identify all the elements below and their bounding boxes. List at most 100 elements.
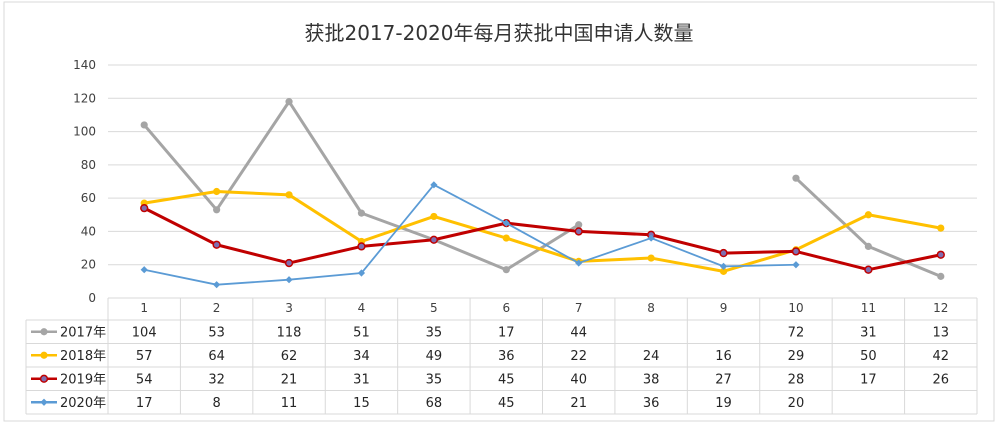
data-point: [502, 266, 510, 274]
table-cell-value: 15: [353, 396, 370, 411]
y-tick-label: 140: [73, 58, 96, 72]
table-cell-value: 21: [281, 372, 298, 387]
table-cell-value: 54: [136, 372, 153, 387]
table-cell-value: 118: [277, 325, 302, 340]
x-tick-label: 3: [285, 301, 293, 315]
y-tick-label: 20: [81, 258, 96, 272]
data-point: [575, 259, 583, 267]
data-point: [212, 240, 221, 249]
data-point: [285, 98, 293, 106]
chart-title: 获批2017-2020年每月获批中国申请人数量: [304, 21, 693, 45]
table-cell-value: 24: [643, 349, 660, 364]
table-cell-value: 32: [208, 372, 225, 387]
data-point: [357, 269, 366, 277]
data-point: [140, 203, 149, 213]
data-point: [430, 212, 438, 221]
data-point: [864, 211, 872, 219]
table-cell-value: 29: [788, 349, 805, 364]
data-point: [140, 266, 148, 274]
table-cell-value: 22: [570, 349, 587, 364]
x-tick-label: 8: [647, 301, 655, 315]
table-cell-value: 64: [208, 349, 225, 364]
data-point: [864, 242, 872, 251]
table-cell-value: 104: [132, 325, 157, 340]
table-cell-value: 50: [860, 349, 877, 364]
table-cell-value: 27: [715, 372, 732, 387]
legend-label: 2019年: [60, 372, 106, 387]
table-cell-value: 11: [281, 396, 298, 411]
x-tick-label: 7: [575, 301, 583, 315]
data-point: [502, 234, 510, 242]
table-cell-value: 72: [788, 325, 805, 340]
table-cell-value: 44: [570, 325, 587, 340]
series-line: [142, 189, 943, 273]
data-point: [937, 224, 945, 232]
data-point: [647, 234, 655, 242]
table-cell-value: 17: [860, 372, 877, 387]
y-axis-ticks: 0 20 40 60 80 100 120 140: [73, 58, 96, 305]
y-tick-label: 120: [73, 91, 96, 105]
table-cell-value: 21: [570, 396, 587, 411]
chart-frame: [3, 1, 995, 422]
table-cell-value: 34: [353, 349, 370, 364]
table-cell-value: 68: [426, 396, 443, 411]
y-tick-label: 0: [88, 291, 96, 305]
x-tick-label: 12: [933, 301, 948, 315]
legend-label: 2018年: [60, 349, 106, 364]
table-cell-value: 45: [498, 372, 515, 387]
table-cell-value: 40: [570, 372, 587, 387]
data-point: [719, 248, 728, 258]
data-point: [284, 258, 294, 268]
x-tick-label: 4: [358, 301, 366, 315]
data-point: [792, 261, 800, 269]
legend-key-marker: [40, 398, 48, 406]
data-point: [285, 191, 293, 199]
table-cell-value: 35: [426, 372, 443, 387]
series-layer: [140, 98, 945, 289]
x-tick-label: 6: [502, 301, 510, 315]
data-point: [647, 254, 655, 262]
table-cell-value: 38: [643, 372, 660, 387]
legend-key-marker: [40, 351, 48, 359]
data-point: [357, 209, 366, 217]
table-cell-value: 36: [643, 396, 660, 411]
data-point: [430, 181, 438, 189]
table-cell-value: 26: [933, 372, 950, 387]
data-point: [936, 250, 945, 259]
table-cell-value: 20: [788, 396, 805, 411]
table-cell-value: 8: [212, 396, 220, 411]
series-group: [140, 98, 945, 280]
table-cell-value: 13: [933, 325, 950, 340]
table-cell-value: 45: [498, 396, 515, 411]
table-cell-value: 62: [281, 349, 298, 364]
legend-key-marker: [39, 374, 49, 383]
data-point: [791, 247, 801, 256]
data-point: [502, 219, 510, 227]
legend-label: 2020年: [60, 396, 106, 411]
table-cell-value: 19: [715, 396, 732, 411]
x-tick-label: 2: [213, 301, 221, 315]
data-point: [864, 265, 873, 274]
data-point: [285, 276, 293, 284]
table-cell-value: 31: [353, 372, 370, 387]
x-tick-label: 11: [861, 301, 876, 315]
table-cell-value: 51: [353, 325, 370, 340]
data-point: [574, 227, 583, 236]
data-point: [357, 242, 366, 251]
table-cell-value: 53: [208, 325, 225, 340]
legend-label: 2017年: [60, 325, 106, 340]
x-tick-label: 10: [788, 301, 803, 315]
data-point: [213, 187, 221, 196]
data-point: [792, 174, 800, 182]
legend-key-marker: [40, 328, 48, 336]
table-cell-value: 35: [426, 325, 443, 340]
table-cell-value: 28: [788, 372, 805, 387]
x-tick-label: 5: [430, 301, 438, 315]
table-cell-value: 31: [860, 325, 877, 340]
data-point: [213, 281, 221, 289]
data-point: [213, 206, 221, 214]
table-cell-value: 42: [933, 349, 950, 364]
data-point: [719, 267, 728, 275]
